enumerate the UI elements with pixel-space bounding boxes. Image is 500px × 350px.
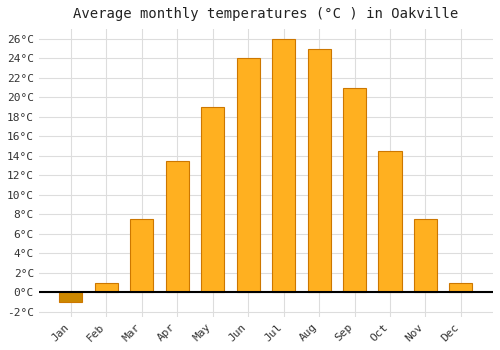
Bar (378, 151, 402, 292)
Bar (308, 49, 330, 292)
Title: Average monthly temperatures (°C ) in Oakville: Average monthly temperatures (°C ) in Oa… (74, 7, 458, 21)
Bar (201, 107, 224, 292)
Bar (166, 161, 189, 292)
Bar (130, 219, 154, 292)
Bar (450, 283, 472, 292)
Bar (60, 292, 82, 302)
Bar (236, 58, 260, 292)
Bar (95, 283, 118, 292)
Bar (272, 39, 295, 292)
Bar (414, 219, 437, 292)
Bar (343, 88, 366, 292)
